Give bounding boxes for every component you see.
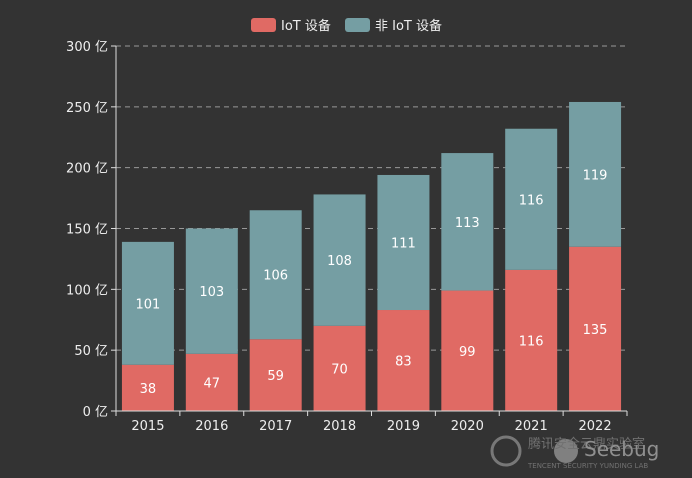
y-tick-label: 0 亿 — [83, 405, 108, 420]
bar-value-label: 70 — [331, 362, 348, 377]
x-tick-label: 2016 — [195, 419, 228, 434]
bar-value-label: 108 — [327, 254, 352, 269]
bar-iot — [249, 339, 302, 411]
x-tick-label: 2017 — [259, 419, 292, 434]
watermark-brand-text: Seebug — [584, 437, 659, 461]
legend-swatch — [345, 18, 370, 32]
bars: 38 101 47 103 59 106 70 108 83 111 99 113 116 116 135 1… — [121, 101, 622, 411]
bar-value-label: 101 — [136, 297, 161, 312]
legend-label: 非 IoT 设备 — [375, 18, 442, 34]
x-tick-label: 2020 — [451, 419, 484, 434]
seebug-logo-icon — [490, 435, 522, 467]
bar-value-label: 38 — [140, 382, 157, 397]
bar-value-label: 59 — [267, 369, 284, 384]
watermark-en-text: TENCENT SECURITY YUNDING LAB — [527, 462, 648, 470]
x-tick-label: 2019 — [387, 419, 420, 434]
bar-value-label: 119 — [583, 168, 608, 183]
x-tick-label: 2018 — [323, 419, 356, 434]
y-tick-label: 100 亿 — [66, 283, 108, 298]
y-tick-label: 150 亿 — [66, 223, 108, 238]
bar-non-iot — [377, 174, 430, 311]
bar-value-label: 135 — [583, 323, 608, 338]
bar-non-iot — [121, 241, 174, 365]
bar-non-iot — [249, 210, 302, 340]
bar-value-label: 111 — [391, 236, 416, 251]
seebug-logo-icon-inner — [554, 439, 578, 463]
y-tick-label: 250 亿 — [66, 101, 108, 116]
bar-value-label: 106 — [263, 269, 288, 284]
bar-iot — [185, 353, 238, 411]
x-tick-label: 2022 — [579, 419, 612, 434]
bar-value-label: 113 — [455, 216, 480, 231]
x-tick-label: 2015 — [131, 419, 164, 434]
x-tick-label: 2021 — [515, 419, 548, 434]
bar-non-iot — [505, 128, 558, 270]
bar-iot — [441, 290, 494, 411]
bar-value-label: 99 — [459, 345, 476, 360]
legend-label: IoT 设备 — [281, 18, 331, 34]
y-tick-labels: 0 亿 50 亿 100 亿 150 亿 200 亿 250 亿 300 亿 — [66, 40, 116, 420]
legend-swatch — [251, 18, 276, 32]
y-tick-label: 50 亿 — [74, 344, 108, 359]
bar-value-label: 47 — [204, 376, 221, 391]
bar-iot — [569, 246, 622, 411]
bar-non-iot — [441, 153, 494, 291]
seebug-watermark: 腾讯安全云鼎实验室 Seebug TENCENT SECURITY YUNDIN… — [490, 435, 659, 470]
y-tick-label: 200 亿 — [66, 162, 108, 177]
bar-iot — [121, 364, 174, 411]
bar-non-iot — [313, 194, 366, 326]
bar-iot — [313, 325, 366, 411]
bar-iot — [505, 269, 558, 411]
bar-value-label: 116 — [519, 334, 544, 349]
bar-value-label: 103 — [199, 285, 224, 300]
legend: IoT 设备 非 IoT 设备 — [251, 18, 442, 34]
bar-non-iot — [185, 228, 238, 354]
bar-iot — [377, 310, 430, 411]
bar-value-label: 83 — [395, 355, 412, 370]
bar-non-iot — [569, 101, 622, 247]
watermark-cn-text: 腾讯安全云鼎实验室 — [528, 436, 645, 452]
y-tick-label: 300 亿 — [66, 40, 108, 55]
x-tick-labels: 2015 2016 2017 2018 2019 2020 2021 2022 — [115, 411, 628, 434]
bar-value-label: 116 — [519, 193, 544, 208]
